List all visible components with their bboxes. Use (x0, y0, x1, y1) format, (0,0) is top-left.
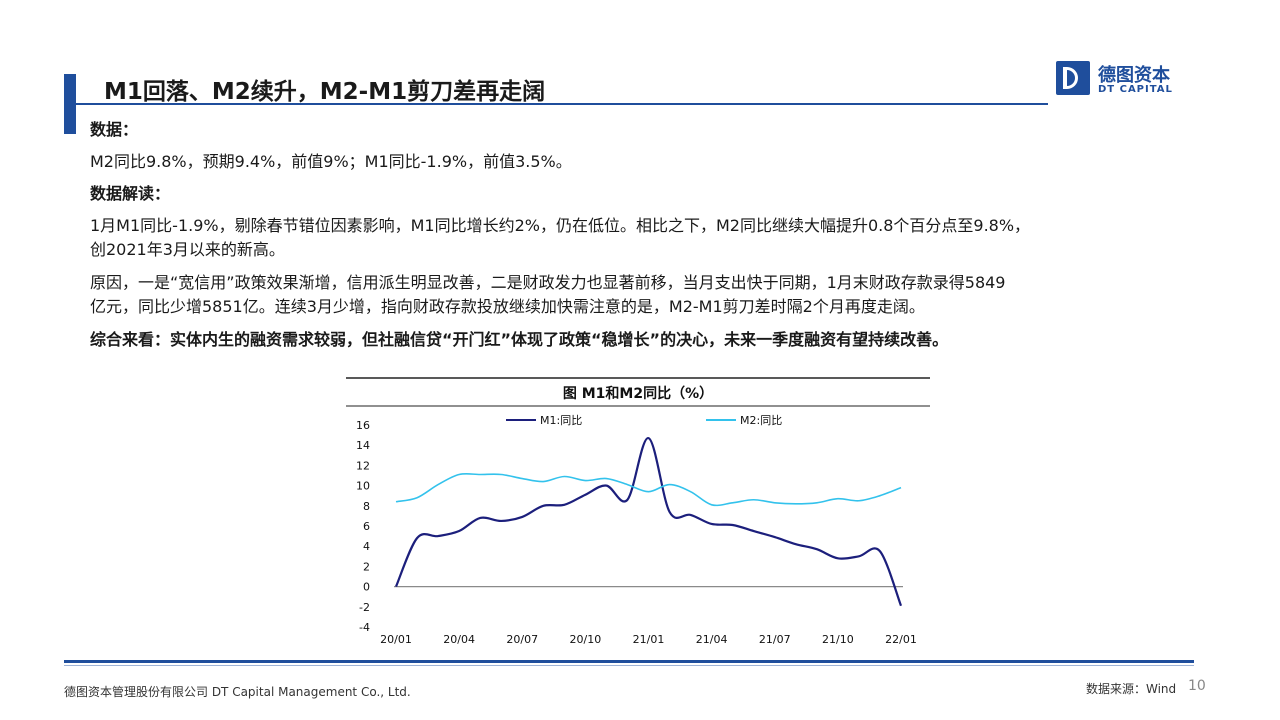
x-tick-label: 20/10 (570, 633, 602, 646)
x-tick-label: 21/10 (822, 633, 854, 646)
x-tick-label: 20/07 (506, 633, 538, 646)
y-tick-label: 10 (356, 480, 370, 493)
chart-svg: 图 M1和M2同比（%） -4 -2 0 2 4 6 8 10 12 14 16 20/01 20/04… (346, 377, 930, 646)
page-number: 10 (1188, 678, 1206, 694)
series-line-m1 (394, 437, 903, 607)
series-line-m2 (395, 472, 902, 507)
y-tick-label: 8 (363, 500, 370, 513)
para2-line2: 亿元，同比少增5851亿。连续3月少增，指向财政存款投放继续加快需注意的是，M2… (90, 297, 925, 316)
footer-divider (64, 660, 1194, 663)
summary-line: 综合来看：实体内生的融资需求较弱，但社融信贷“开门红”体现了政策“稳增长”的决心… (90, 330, 949, 349)
y-tick-label: 4 (363, 540, 370, 553)
x-tick-label: 21/07 (759, 633, 791, 646)
y-tick-label: 14 (356, 439, 370, 452)
y-tick-label: -2 (359, 601, 370, 614)
data-line: M2同比9.8%，预期9.4%，前值9%；M1同比-1.9%，前值3.5%。 (90, 152, 572, 171)
legend-label-m2: M2:同比 (740, 414, 782, 427)
y-tick-label: -4 (359, 621, 370, 634)
footer-company: 德图资本管理股份有限公司 DT Capital Management Co., … (64, 685, 411, 699)
footer-divider-thin (64, 665, 1194, 666)
legend-label-m1: M1:同比 (540, 414, 582, 427)
x-tick-label: 22/01 (885, 633, 917, 646)
para2-line1: 原因，一是“宽信用”政策效果渐增，信用派生明显改善，二是财政发力也显著前移，当月… (90, 273, 1006, 292)
title-divider (64, 103, 1048, 105)
m1-m2-chart: 图 M1和M2同比（%） -4 -2 0 2 4 6 8 10 12 14 16 20/01 20/04… (346, 377, 930, 649)
x-tick-label: 20/04 (443, 633, 475, 646)
footer-source: 数据来源：Wind (1086, 682, 1177, 696)
y-tick-label: 16 (356, 419, 370, 432)
dt-logo-mark-icon (1056, 61, 1090, 95)
y-tick-label: 2 (363, 560, 370, 573)
y-tick-label: 0 (363, 581, 370, 594)
para1-line1: 1月M1同比-1.9%，剔除春节错位因素影响，M1同比增长约2%，仍在低位。相比… (90, 216, 1031, 235)
para1-line2: 创2021年3月以来的新高。 (90, 240, 285, 259)
logo-chinese-name: 德图资本 (1098, 65, 1170, 86)
dt-capital-logo: 德图资本 DT CAPITAL (1056, 61, 1206, 101)
logo-english-name: DT CAPITAL (1098, 84, 1173, 95)
y-tick-label: 6 (363, 520, 370, 533)
chart-title: 图 M1和M2同比（%） (563, 385, 713, 402)
data-heading: 数据： (90, 120, 139, 139)
slide-title: M1回落、M2续升，M2-M1剪刀差再走阔 (104, 79, 546, 105)
y-tick-label: 12 (356, 459, 370, 472)
analysis-heading: 数据解读： (90, 184, 171, 203)
x-tick-label: 21/01 (633, 633, 665, 646)
x-tick-label: 21/04 (696, 633, 728, 646)
x-tick-label: 20/01 (380, 633, 412, 646)
